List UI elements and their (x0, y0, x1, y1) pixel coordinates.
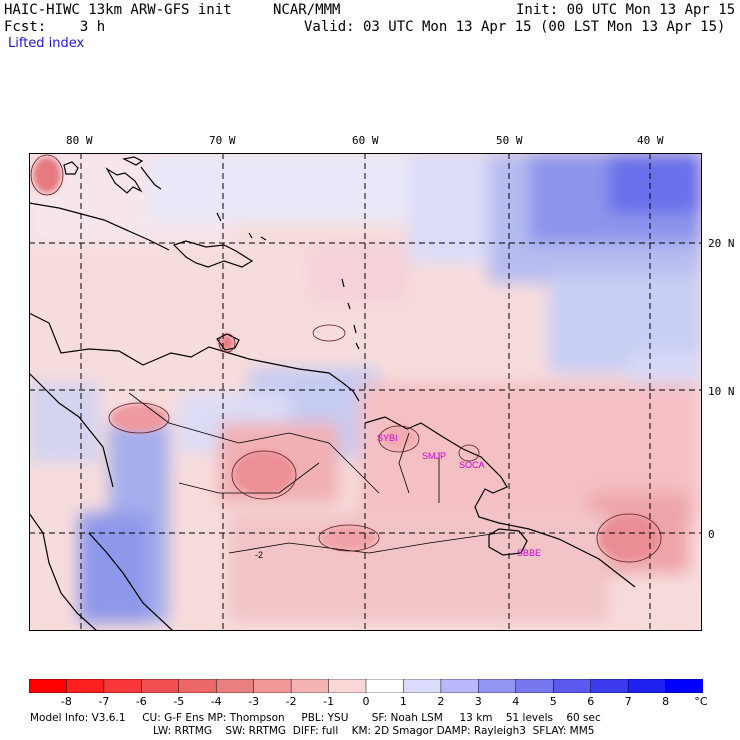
colorbar-tick-label: 2 (437, 695, 445, 708)
colorbar-swatch (215, 679, 255, 693)
station-label-smjp: SMJP (422, 451, 446, 461)
colorbar-tick-label: -6 (135, 695, 147, 708)
colorbar-swatch (29, 679, 68, 693)
colorbar-swatch (403, 679, 442, 693)
init-time: Init: 00 UTC Mon 13 Apr 15 (516, 2, 736, 18)
lon-label-40w: 40 W (637, 134, 664, 147)
colorbar-swatch (665, 679, 703, 693)
colorbar-swatch (440, 679, 480, 693)
colorbar-swatch (627, 679, 667, 693)
station-label-sbbe: SBBE (517, 548, 541, 558)
colorbar-tick-label: -1 (323, 695, 335, 708)
colorbar-tick-label: 6 (587, 695, 595, 708)
coastlines (29, 156, 636, 631)
forecast-hour: Fcst: 3 h (4, 19, 106, 35)
colorbar (29, 679, 703, 693)
colorbar-tick-label: 5 (549, 695, 557, 708)
lon-label-60w: 60 W (352, 134, 379, 147)
colorbar-tick-label: 1 (399, 695, 407, 708)
colorbar-tick-label: 3 (474, 695, 482, 708)
station-label-soca: SOCA (459, 460, 485, 470)
contour-label: -2 (255, 550, 263, 560)
colorbar-swatch (66, 679, 105, 693)
borders (128, 392, 500, 554)
lifted-index-map: SYBI SMJP SOCA SBBE -2 (29, 153, 702, 631)
colorbar-tick-label: -5 (173, 695, 185, 708)
field-name: Lifted index (8, 36, 85, 51)
footer-model-info: Model Info: V3.6.1 CU: G-F Ens MP: Thomp… (30, 712, 601, 724)
colorbar-tick-label: 8 (662, 695, 670, 708)
colorbar-tick-label: -2 (285, 695, 297, 708)
lat-label-20n: 20 N (708, 237, 735, 250)
colorbar-swatch (590, 679, 629, 693)
lon-label-70w: 70 W (209, 134, 236, 147)
colorbar-tick-label: -3 (248, 695, 260, 708)
colorbar-tick-label: 4 (512, 695, 520, 708)
colorbar-tick-label: -8 (60, 695, 72, 708)
lat-label-10n: 10 N (708, 385, 735, 398)
colorbar-swatch (178, 679, 217, 693)
colorbar-swatch (552, 679, 592, 693)
colorbar-swatch (478, 679, 517, 693)
organization: NCAR/MMM (273, 2, 341, 18)
lon-label-50w: 50 W (496, 134, 523, 147)
colorbar-swatch (103, 679, 143, 693)
colorbar-swatch (328, 679, 367, 693)
lat-label-0: 0 (708, 528, 715, 541)
colorbar-tick-label: -7 (98, 695, 110, 708)
footer-physics: LW: RRTMG SW: RRTMG DIFF: full KM: 2D Sm… (153, 725, 595, 737)
colorbar-tick-label: -4 (210, 695, 222, 708)
valid-time: Valid: 03 UTC Mon 13 Apr 15 (00 LST Mon … (304, 19, 726, 35)
lifted-index-shading (29, 153, 702, 623)
station-label-sybi: SYBI (377, 433, 398, 443)
model-title: HAIC-HIWC 13km ARW-GFS init (4, 2, 232, 18)
colorbar-tick-label: 7 (624, 695, 632, 708)
colorbar-swatch (515, 679, 554, 693)
li-contours (30, 154, 662, 563)
lat-lon-grid (29, 153, 702, 631)
colorbar-tick-label: 0 (362, 695, 370, 708)
lon-label-80w: 80 W (66, 134, 93, 147)
map-frame (29, 153, 702, 631)
colorbar-unit: °C (694, 695, 708, 708)
colorbar-swatch (141, 679, 180, 693)
colorbar-swatch (365, 679, 405, 693)
colorbar-swatch (290, 679, 330, 693)
colorbar-swatch (253, 679, 292, 693)
